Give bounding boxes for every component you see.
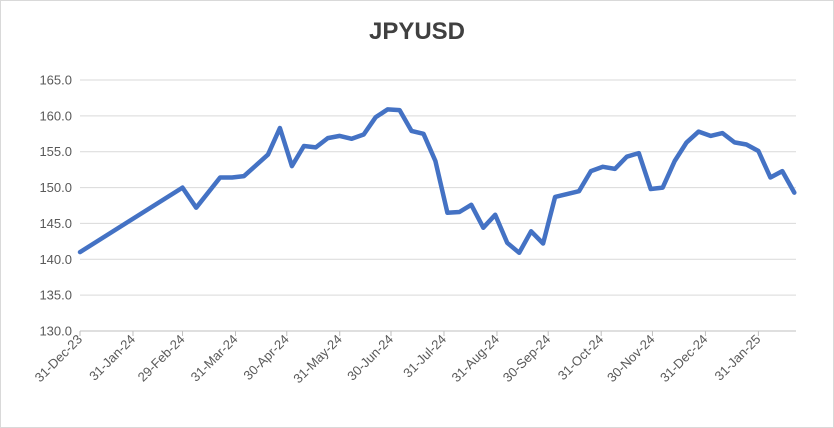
x-tick-label: 31-Dec-24 bbox=[657, 332, 711, 386]
y-tick-label: 145.0 bbox=[39, 216, 72, 231]
y-tick-label: 165.0 bbox=[39, 73, 72, 88]
x-tick-label: 30-Jun-24 bbox=[344, 332, 396, 384]
y-tick-label: 140.0 bbox=[39, 252, 72, 267]
x-tick-label: 31-Jan-25 bbox=[712, 332, 764, 384]
chart-title: JPYUSD bbox=[368, 18, 466, 45]
x-tick-label: 30-Nov-24 bbox=[604, 332, 658, 386]
y-tick-label: 150.0 bbox=[39, 180, 72, 195]
x-tick-label: 31-May-24 bbox=[290, 332, 345, 387]
y-tick-label: 155.0 bbox=[39, 144, 72, 159]
x-tick-label: 30-Sep-24 bbox=[500, 332, 554, 386]
x-tick-label: 31-Mar-24 bbox=[188, 332, 241, 385]
plot-area bbox=[77, 107, 797, 256]
x-tick-label: 31-Oct-24 bbox=[555, 332, 606, 383]
y-tick-label: 130.0 bbox=[39, 324, 72, 339]
x-tick-label: 31-Aug-24 bbox=[449, 332, 503, 386]
gridlines bbox=[80, 79, 796, 332]
x-tick-label: 29-Feb-24 bbox=[135, 332, 188, 385]
x-tick-label: 30-Apr-24 bbox=[240, 332, 291, 383]
y-tick-label: 160.0 bbox=[39, 108, 72, 123]
y-axis: 130.0 135.0 140.0 145.0 150.0 155.0 160.0 165.0 bbox=[39, 73, 72, 339]
x-tick-label: 31-Dec-23 bbox=[32, 332, 86, 386]
y-tick-label: 135.0 bbox=[39, 288, 72, 303]
x-tick-label: 31-Jan-24 bbox=[86, 332, 138, 384]
series-line bbox=[77, 107, 797, 256]
x-tick-label: 31-Jul-24 bbox=[400, 332, 449, 381]
